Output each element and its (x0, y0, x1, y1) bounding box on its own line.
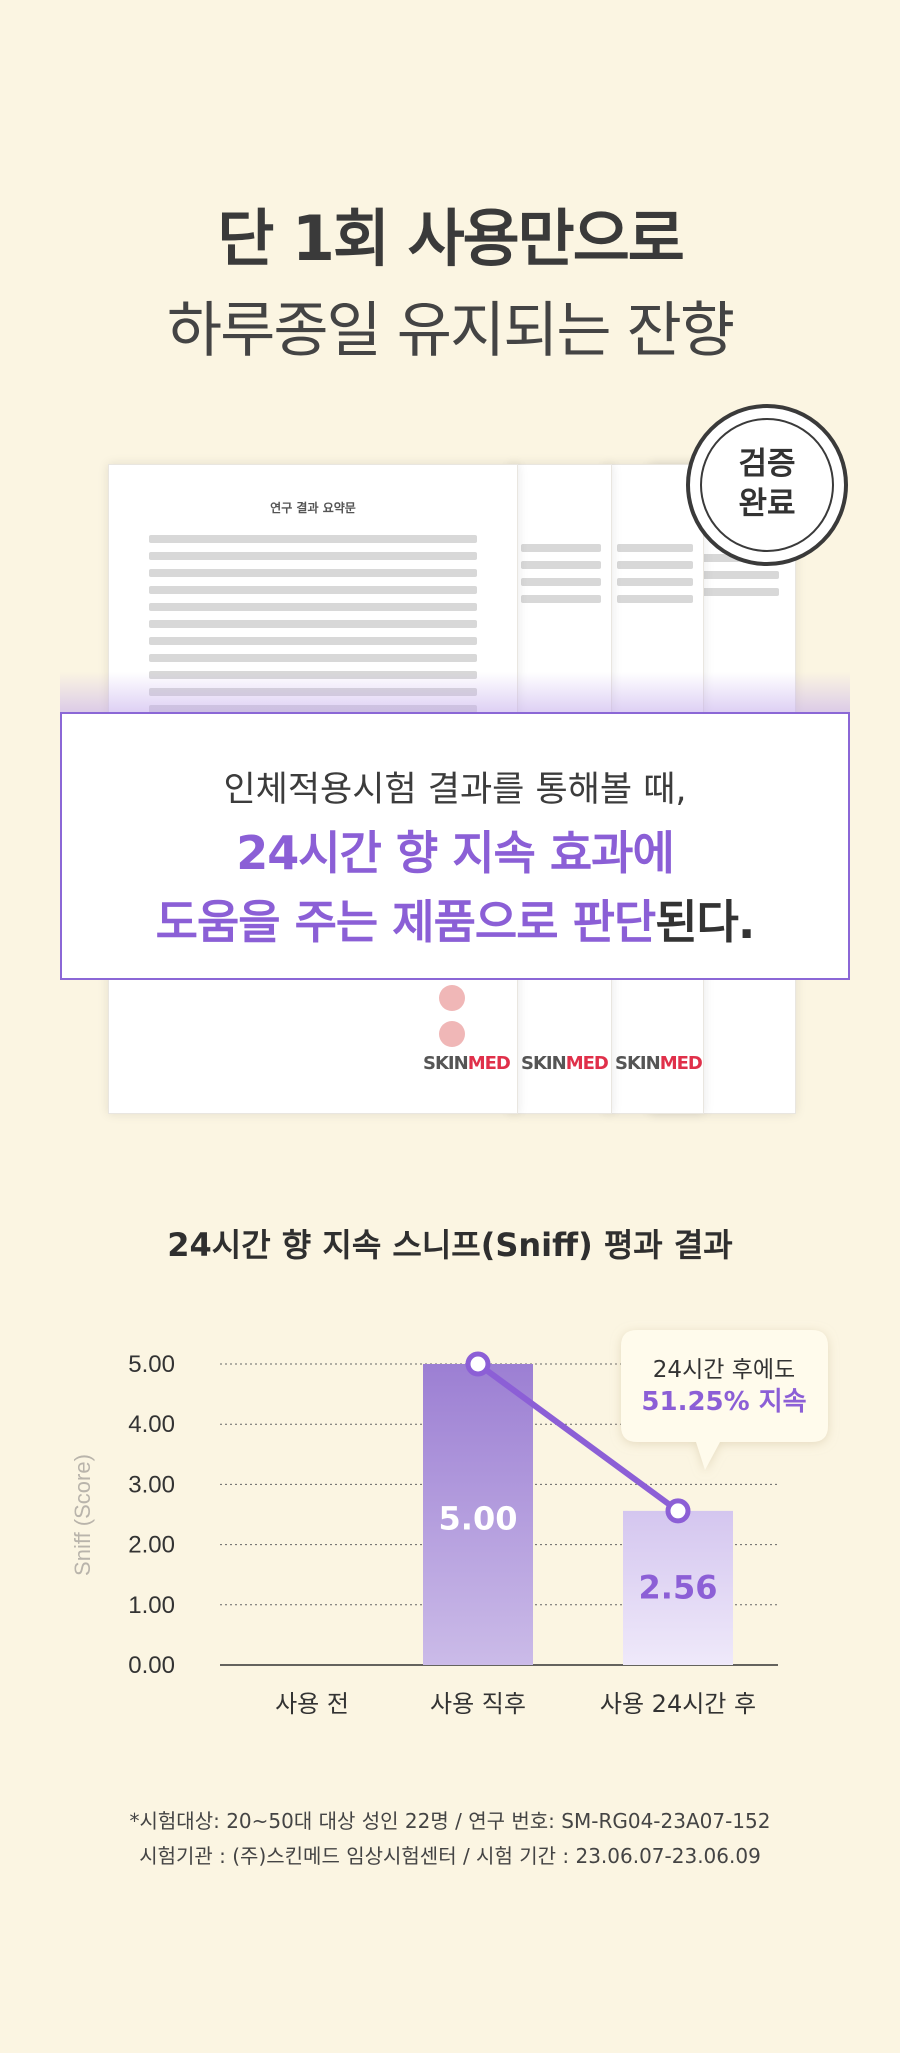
callout-line-3-suffix: 된다. (655, 895, 755, 949)
bar (623, 1510, 733, 1665)
trend-point (665, 1498, 691, 1524)
verified-badge: 검증 완료 (686, 404, 848, 566)
callout-line-1: 인체적용시험 결과를 통해볼 때, (223, 770, 687, 810)
trend-point (465, 1351, 491, 1377)
annotation-line-1: 24시간 후에도 (653, 1357, 795, 1383)
callout-top-band (60, 672, 850, 712)
logo-gray: SKIN (423, 1053, 469, 1074)
y-tick-label: 1.00 (128, 1592, 175, 1619)
y-tick-label: 3.00 (128, 1471, 175, 1498)
y-tick-label: 0.00 (128, 1652, 175, 1679)
result-callout: 인체적용시험 결과를 통해볼 때, 24시간 향 지속 효과에 도움을 주는 제… (60, 712, 850, 980)
x-category-label: 사용 24시간 후 (600, 1690, 756, 1718)
y-tick-label: 5.00 (128, 1351, 175, 1378)
badge-line-1: 검증 (738, 446, 796, 482)
annotation-line-2: 51.25% 지속 (641, 1387, 806, 1417)
bar-data-label: 5.00 (439, 1500, 518, 1538)
headline-line-1: 단 1회 사용만으로 (217, 202, 685, 275)
x-category-label: 사용 직후 (430, 1690, 526, 1718)
document-title: 연구 결과 요약문 (270, 501, 356, 515)
y-tick-label: 2.00 (128, 1532, 175, 1559)
footnote-line-1: *시험대상: 20~50대 대상 성인 22명 / 연구 번호: SM-RG04… (129, 1809, 771, 1833)
seal-stamp (439, 1021, 465, 1047)
x-category-label: 사용 전 (275, 1690, 349, 1718)
logo-red: MED (565, 1053, 609, 1074)
seal-stamp (439, 985, 465, 1011)
bar (423, 1364, 533, 1665)
skinmed-logo: SKINMED (615, 1053, 703, 1074)
footnote-line-2: 시험기관 : (주)스킨메드 임상시험센터 / 시험 기간 : 23.06.07… (139, 1844, 761, 1868)
logo-red: MED (659, 1053, 703, 1074)
logo-gray: SKIN (615, 1053, 661, 1074)
logo-red: MED (467, 1053, 511, 1074)
sniff-bar-chart: Sniff (Score) 0.00 1.00 2.00 3.00 4.00 5.00 사… (70, 1330, 828, 1718)
trend-line (475, 1361, 681, 1514)
bar-data-label: 2.56 (639, 1569, 718, 1607)
headline-line-2: 하루종일 유지되는 잔향 (166, 296, 735, 366)
logo-gray: SKIN (521, 1053, 567, 1074)
y-axis-label: Sniff (Score) (70, 1454, 95, 1576)
y-tick-label: 4.00 (128, 1411, 175, 1438)
badge-inner-ring (700, 418, 834, 552)
callout-line-3-highlight: 도움을 주는 제품으로 판단 (155, 895, 657, 949)
skinmed-logo: SKINMED (423, 1053, 511, 1074)
annotation-bubble (621, 1330, 828, 1470)
callout-line-3: 도움을 주는 제품으로 판단된다. (62, 886, 848, 952)
skinmed-logo: SKINMED (521, 1053, 609, 1074)
chart-title: 24시간 향 지속 스니프(Sniff) 평과 결과 (167, 1226, 733, 1264)
callout-line-2: 24시간 향 지속 효과에 (236, 826, 675, 880)
badge-line-2: 완료 (738, 486, 796, 522)
